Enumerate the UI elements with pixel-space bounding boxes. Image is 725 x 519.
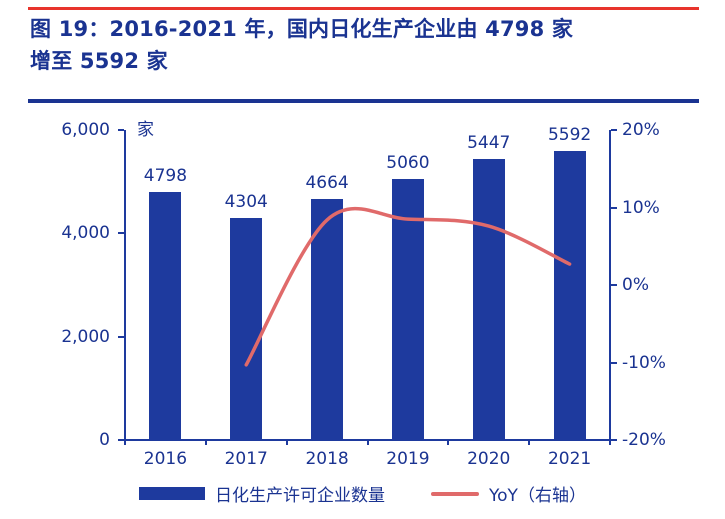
x-axis-tick bbox=[609, 440, 611, 445]
x-axis-tick-label: 2019 bbox=[386, 449, 430, 469]
y-axis-tick bbox=[118, 129, 124, 131]
bar-2017 bbox=[230, 217, 263, 440]
chart-legend: 日化生产许可企业数量 YoY（右轴） bbox=[0, 481, 725, 506]
y-axis-tick bbox=[118, 232, 124, 235]
bar-2021 bbox=[553, 151, 586, 440]
y-axis-tick-label: 6,000 bbox=[61, 120, 110, 140]
legend-item-bar-series: 日化生产许可企业数量 bbox=[139, 481, 385, 506]
right-axis-tick bbox=[611, 284, 617, 286]
bar-value-label: 5060 bbox=[386, 152, 430, 173]
bar-value-label: 4664 bbox=[305, 173, 349, 194]
bar-value-label: 5592 bbox=[547, 125, 592, 146]
right-axis-tick bbox=[611, 206, 617, 209]
x-axis-tick-label: 2021 bbox=[547, 449, 592, 469]
yoy-line-swatch bbox=[431, 491, 480, 496]
right-axis-line bbox=[609, 130, 611, 440]
right-axis-tick-label: -20% bbox=[622, 430, 666, 450]
y-axis-tick-label: 0 bbox=[99, 430, 110, 450]
bar-2018 bbox=[311, 199, 344, 440]
y-axis-tick-label: 4,000 bbox=[61, 223, 110, 244]
x-axis-tick bbox=[447, 440, 450, 445]
right-axis-tick-label: -10% bbox=[622, 352, 666, 373]
x-axis-tick bbox=[124, 440, 126, 445]
right-axis-tick bbox=[611, 129, 617, 131]
right-axis-tick-label: 20% bbox=[622, 120, 660, 140]
chart-title-line2: 增至 5592 家 bbox=[30, 49, 168, 73]
bar-2020 bbox=[472, 158, 505, 440]
x-axis-tick bbox=[366, 440, 369, 445]
x-axis-tick bbox=[285, 440, 288, 445]
chart-title: 图 19：2016-2021 年，国内日化生产企业由 4798 家 增至 559… bbox=[30, 13, 702, 77]
y-axis-tick-label: 2,000 bbox=[61, 326, 110, 347]
x-axis-tick bbox=[528, 440, 531, 445]
bar-value-label: 4798 bbox=[143, 166, 188, 187]
bar-series-label: 日化生产许可企业数量 bbox=[215, 486, 386, 506]
legend-item-line-series: YoY（右轴） bbox=[431, 481, 586, 506]
right-axis-tick bbox=[611, 439, 617, 441]
title-underline-rule bbox=[28, 99, 699, 103]
bar-2016 bbox=[149, 192, 182, 440]
chart-title-line1: 图 19：2016-2021 年，国内日化生产企业由 4798 家 bbox=[30, 17, 574, 41]
right-axis-tick bbox=[611, 361, 617, 364]
right-axis-tick-label: 10% bbox=[622, 197, 660, 218]
bar-2019 bbox=[391, 178, 424, 440]
bar-series-swatch bbox=[139, 487, 206, 500]
y-axis-tick bbox=[118, 335, 124, 338]
right-axis-tick-label: 0% bbox=[622, 275, 649, 295]
x-axis-tick bbox=[204, 440, 207, 445]
y-axis-tick bbox=[118, 439, 124, 441]
bar-value-label: 5447 bbox=[467, 132, 511, 153]
left-axis-unit-label: 家 bbox=[137, 120, 154, 140]
y-axis-line bbox=[124, 130, 126, 440]
x-axis-tick-label: 2016 bbox=[143, 449, 188, 469]
top-accent-rule bbox=[28, 7, 699, 10]
x-axis-tick-label: 2017 bbox=[224, 449, 268, 469]
yoy-series-label: YoY（右轴） bbox=[489, 486, 586, 506]
bar-value-label: 4304 bbox=[224, 191, 268, 212]
x-axis-tick-label: 2020 bbox=[467, 449, 511, 469]
x-axis-tick-label: 2018 bbox=[305, 449, 349, 469]
